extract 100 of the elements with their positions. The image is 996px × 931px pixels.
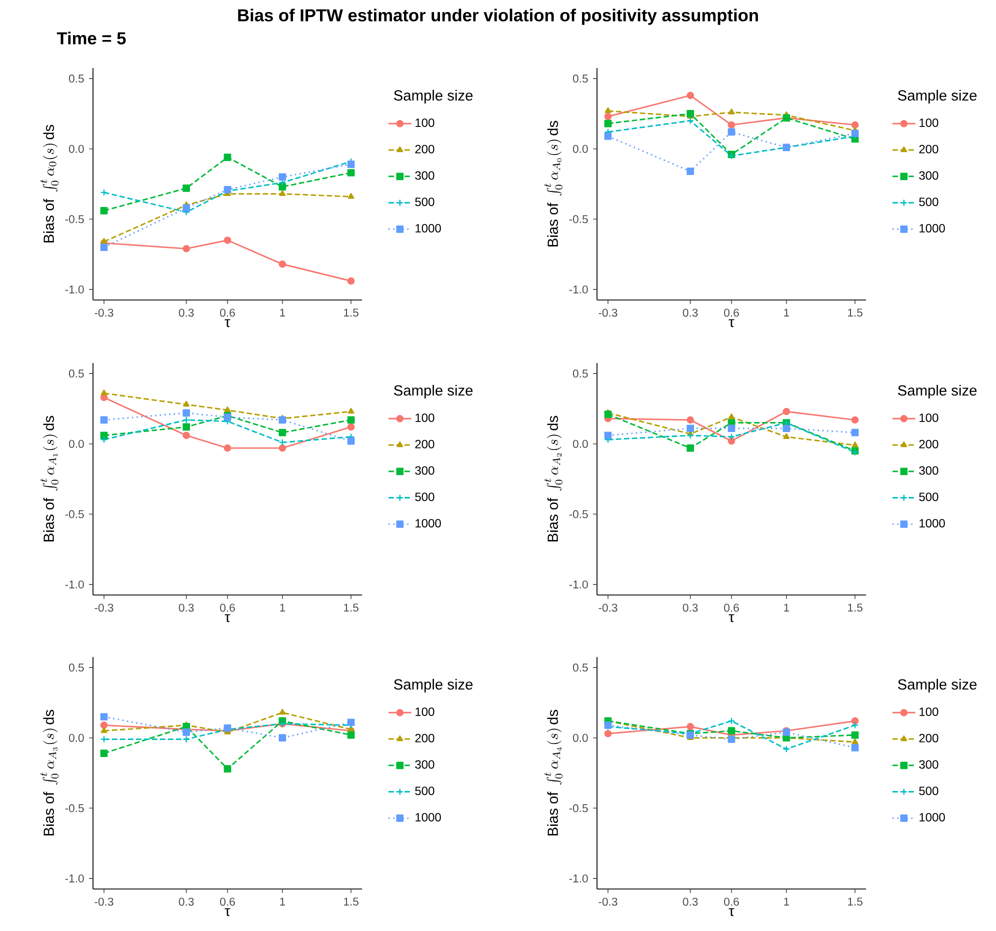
x-tick-label: 1.5	[344, 898, 358, 906]
x-tick-label: 1	[280, 898, 285, 906]
legend-label: 100	[416, 707, 434, 716]
x-tick-label: 0.6	[724, 898, 739, 906]
legend-label: 100	[920, 118, 938, 127]
y-tick-label: -1.0	[569, 285, 588, 294]
x-axis-title: τ	[728, 614, 734, 622]
legend-title: Sample size	[898, 384, 977, 398]
y-tick-label: 0.0	[572, 734, 588, 742]
legend-label: 200	[919, 440, 938, 448]
legend-title: Sample size	[394, 384, 473, 398]
legend-label: 200	[919, 734, 938, 742]
x-axis-title: τ	[224, 908, 230, 916]
y-axis-title: $\mathrm{Bias\ of}\ \int_0^t \alpha_{A_3}(s)\,\mathrm{ds}$	[40, 710, 59, 836]
legend-label: 300	[415, 466, 434, 475]
x-tick-label: 1	[784, 898, 789, 906]
y-axis-title: $\mathrm{Bias\ of}\ \int_0^t \alpha_{A_2}(s)\,\mathrm{ds}$	[544, 416, 563, 542]
x-tick-label: 0.6	[220, 604, 235, 612]
y-tick-label: 0.0	[572, 144, 588, 153]
text: Bias of IPTW estimator under violation of positivity assumption	[238, 8, 758, 25]
x-tick-label: 0.6	[220, 308, 235, 317]
legend-label: 100	[920, 707, 938, 716]
legend-label: 200	[919, 144, 938, 154]
y-axis-title: $\mathrm{Bias\ of}\ \int_0^t \alpha_{A_1}(s)\,\mathrm{ds}$	[40, 416, 59, 542]
x-tick-label: 1.5	[848, 308, 862, 317]
y-tick-label: -0.5	[65, 804, 84, 812]
legend-label: 300	[415, 760, 434, 769]
x-tick-label: 0.6	[724, 308, 739, 317]
legend-label: 500	[415, 786, 434, 796]
y-tick-label: -0.5	[65, 215, 84, 224]
legend-label: 500	[919, 492, 938, 502]
legend-label: 1000	[416, 224, 441, 232]
legend-label: 300	[919, 760, 938, 769]
x-tick-label: 0.6	[220, 898, 235, 906]
y-tick-label: -0.5	[569, 510, 588, 518]
x-tick-label: -0.3	[94, 898, 114, 906]
y-axis-title: $\mathrm{Bias\ of}\ \int_0^t \alpha_{A_4}(s)\,\mathrm{ds}$	[544, 710, 563, 836]
x-axis-title: τ	[224, 319, 230, 328]
x-tick-label: -0.3	[94, 308, 114, 317]
legend-label: 200	[415, 734, 434, 742]
legend-label: 1000	[920, 812, 945, 822]
legend-label: 1000	[920, 518, 945, 528]
chart-subtitle: Time = 5	[56, 32, 126, 44]
x-tick-label: 1.5	[848, 898, 862, 906]
y-tick-label: -1.0	[65, 874, 84, 882]
legend-label: 300	[919, 171, 938, 180]
x-axis-title: τ	[728, 908, 734, 916]
legend-title: Sample size	[898, 90, 977, 104]
y-axis-title: $\mathrm{Bias\ of}\ \int_0^t \alpha_{A_0}(s)\,\mathrm{ds}$	[544, 120, 563, 246]
y-tick-label: 0.5	[68, 74, 84, 83]
legend-label: 500	[919, 786, 938, 796]
legend-label: 300	[919, 466, 938, 475]
x-tick-label: 0.3	[682, 604, 698, 612]
x-tick-label: 0.3	[682, 898, 698, 906]
x-tick-label: 1.5	[344, 308, 358, 317]
x-tick-label: -0.3	[598, 308, 618, 317]
x-tick-label: 1	[784, 308, 789, 317]
legend-label: 500	[415, 198, 434, 206]
legend-label: 200	[415, 440, 434, 448]
legend-label: 100	[416, 413, 434, 422]
legend-label: 1000	[416, 812, 441, 822]
legend-label: 100	[416, 118, 434, 127]
x-tick-label: 0.3	[682, 308, 698, 317]
x-tick-label: 1	[784, 604, 789, 612]
y-tick-label: 0.5	[572, 370, 588, 378]
y-tick-label: -1.0	[569, 874, 588, 882]
x-tick-label: 0.6	[724, 604, 739, 612]
x-tick-label: -0.3	[598, 898, 618, 906]
y-tick-label: 0.0	[68, 440, 84, 448]
y-tick-label: 0.5	[68, 664, 84, 672]
x-tick-label: 0.3	[178, 898, 194, 906]
legend-title: Sample size	[394, 678, 473, 692]
legend-label: 500	[919, 198, 938, 206]
legend-title: Sample size	[898, 678, 977, 692]
legend-label: 1000	[920, 224, 945, 232]
y-tick-label: -1.0	[569, 580, 588, 588]
x-axis-title: τ	[728, 319, 734, 328]
legend-label: 200	[415, 144, 434, 154]
y-tick-label: 0.0	[68, 734, 84, 742]
y-tick-label: 0.0	[572, 440, 588, 448]
y-tick-label: 0.5	[572, 664, 588, 672]
x-axis-title: τ	[224, 614, 230, 622]
legend-label: 1000	[416, 518, 441, 528]
legend-label: 100	[920, 413, 938, 422]
y-tick-label: -0.5	[569, 215, 588, 224]
y-tick-label: -0.5	[65, 510, 84, 518]
y-tick-label: 0.0	[68, 144, 84, 153]
x-tick-label: 1.5	[344, 604, 358, 612]
y-tick-label: -0.5	[569, 804, 588, 812]
legend-label: 500	[415, 492, 434, 502]
x-tick-label: 0.3	[178, 308, 194, 317]
x-tick-label: 0.3	[178, 604, 194, 612]
legend-title: Sample size	[394, 90, 473, 104]
x-tick-label: 1	[280, 308, 285, 317]
x-tick-label: -0.3	[94, 604, 114, 612]
x-tick-label: 1	[280, 604, 285, 612]
legend-label: 300	[415, 171, 434, 180]
x-tick-label: -0.3	[598, 604, 618, 612]
y-tick-label: -1.0	[65, 285, 84, 294]
x-tick-label: 1.5	[848, 604, 862, 612]
